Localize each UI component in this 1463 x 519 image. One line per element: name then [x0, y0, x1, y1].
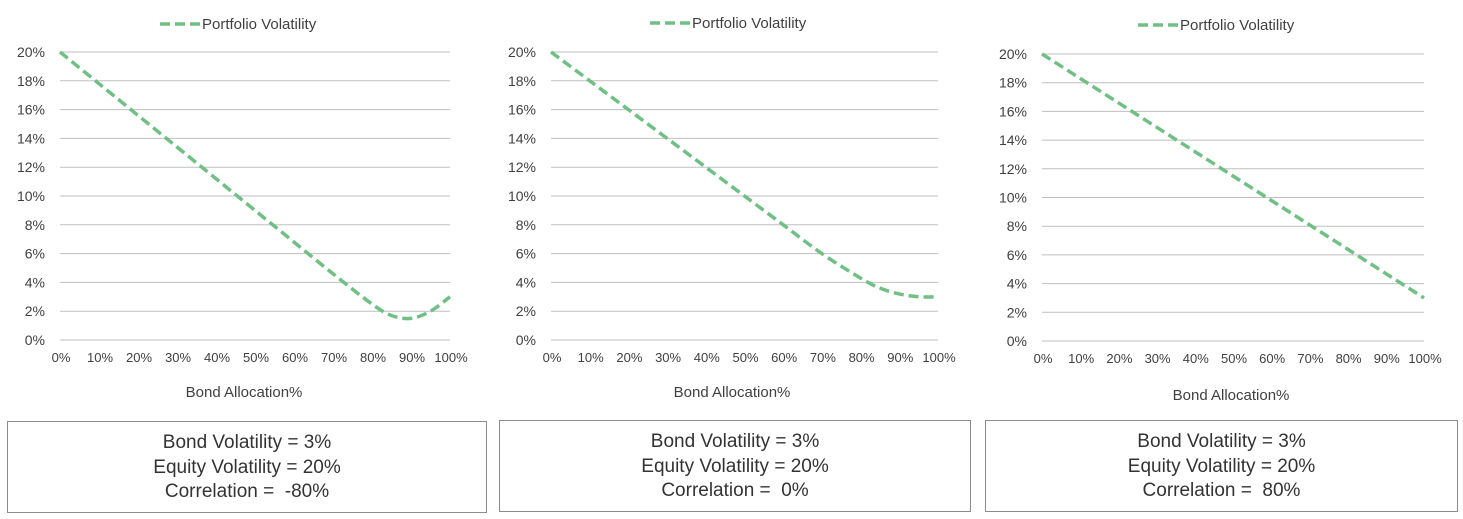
- x-tick-label: 70%: [321, 350, 347, 365]
- x-tick-label: 0%: [1034, 351, 1053, 366]
- correlation-text: Correlation = 0%: [661, 480, 809, 501]
- equity-volatility-text: Equity Volatility = 20%: [153, 456, 341, 478]
- y-tick-label: 20%: [999, 46, 1027, 62]
- y-tick-label: 0%: [516, 332, 536, 348]
- x-tick-label: 70%: [810, 350, 836, 365]
- chart-panel: 0% 2% 4% 6% 8% 10% 12% 14% 16% 18% 20% 0% 10% 20% 30% 4…: [0, 0, 488, 519]
- x-tick-label: 60%: [282, 350, 308, 365]
- correlation-text: Correlation = 80%: [1142, 480, 1301, 501]
- parameter-box: Bond Volatility = 3% Equity Volatility =…: [985, 420, 1458, 512]
- x-tick-label: 40%: [204, 350, 230, 365]
- y-tick-label: 14%: [17, 130, 45, 146]
- legend-label: Portfolio Volatility: [1180, 17, 1295, 34]
- x-tick-label: 0%: [543, 350, 562, 365]
- series-line: [1041, 52, 1425, 300]
- x-tick-label: 100%: [1408, 351, 1442, 366]
- x-tick-label: 90%: [1374, 351, 1400, 366]
- legend: Portfolio Volatility: [160, 16, 317, 33]
- x-tick-label: 90%: [399, 350, 425, 365]
- x-axis-label: Bond Allocation%: [673, 384, 791, 401]
- x-tick-label: 80%: [849, 350, 875, 365]
- y-tick-label: 14%: [508, 130, 536, 146]
- x-tick-label: 20%: [1106, 351, 1132, 366]
- x-tick-label: 60%: [771, 350, 797, 365]
- x-tick-label: 20%: [126, 350, 152, 365]
- y-tick-label: 4%: [1007, 276, 1027, 292]
- y-tick-label: 2%: [25, 303, 45, 319]
- y-tick-label: 6%: [1007, 247, 1027, 263]
- x-tick-label: 90%: [887, 350, 913, 365]
- y-tick-label: 18%: [17, 73, 45, 89]
- y-tick-label: 14%: [999, 132, 1027, 148]
- x-tick-label: 20%: [616, 350, 642, 365]
- equity-volatility-text: Equity Volatility = 20%: [641, 455, 829, 477]
- legend-label: Portfolio Volatility: [202, 16, 317, 33]
- x-tick-label: 10%: [1068, 351, 1094, 366]
- x-tick-label: 30%: [165, 350, 191, 365]
- y-tick-label: 16%: [17, 102, 45, 118]
- y-tick-label: 0%: [25, 332, 45, 348]
- y-tick-label: 18%: [508, 73, 536, 89]
- x-tick-label: 100%: [922, 350, 956, 365]
- y-tick-label: 20%: [508, 44, 536, 60]
- y-tick-label: 6%: [516, 246, 536, 262]
- y-tick-label: 18%: [999, 75, 1027, 91]
- x-tick-label: 70%: [1297, 351, 1323, 366]
- y-tick-label: 16%: [999, 103, 1027, 119]
- x-tick-label: 10%: [578, 350, 604, 365]
- x-tick-label: 100%: [434, 350, 468, 365]
- parameter-box: Bond Volatility = 3% Equity Volatility =…: [499, 420, 971, 512]
- correlation-text: Correlation = -80%: [164, 481, 330, 502]
- y-tick-label: 4%: [516, 274, 536, 290]
- series-line: [58, 50, 452, 321]
- y-tick-label: 2%: [1007, 304, 1027, 320]
- x-tick-label: 50%: [243, 350, 269, 365]
- line-chart: 0% 2% 4% 6% 8% 10% 12% 14% 16% 18% 20% 0% 10% 20% 30% 4…: [17, 16, 468, 365]
- y-tick-label: 10%: [17, 188, 45, 204]
- legend: Portfolio Volatility: [650, 15, 807, 32]
- y-tick-label: 8%: [1007, 218, 1027, 234]
- x-tick-label: 10%: [87, 350, 113, 365]
- legend-label: Portfolio Volatility: [692, 15, 807, 32]
- x-tick-label: 0%: [52, 350, 71, 365]
- x-axis-label: Bond Allocation%: [185, 384, 303, 401]
- x-tick-label: 60%: [1259, 351, 1285, 366]
- x-tick-label: 80%: [360, 350, 386, 365]
- chart-panel: 0% 2% 4% 6% 8% 10% 12% 14% 16% 18% 20% 0% 10% 20% 30% 4…: [976, 0, 1463, 519]
- y-tick-label: 8%: [25, 217, 45, 233]
- bond-volatility-text: Bond Volatility = 3%: [162, 432, 332, 453]
- y-tick-label: 4%: [25, 274, 45, 290]
- bond-volatility-text: Bond Volatility = 3%: [1137, 431, 1306, 452]
- x-tick-label: 30%: [1145, 351, 1171, 366]
- y-tick-label: 20%: [17, 44, 45, 60]
- series-line: [549, 50, 939, 299]
- line-chart: 0% 2% 4% 6% 8% 10% 12% 14% 16% 18% 20% 0% 10% 20% 30% 4…: [999, 17, 1442, 366]
- y-tick-label: 10%: [508, 188, 536, 204]
- y-tick-label: 12%: [508, 159, 536, 175]
- x-tick-label: 40%: [694, 350, 720, 365]
- chart-panel: 0% 2% 4% 6% 8% 10% 12% 14% 16% 18% 20% 0% 10% 20% 30% 4…: [488, 0, 976, 519]
- line-chart: 0% 2% 4% 6% 8% 10% 12% 14% 16% 18% 20% 0% 10% 20% 30% 4…: [508, 15, 956, 365]
- bond-volatility-text: Bond Volatility = 3%: [650, 431, 820, 452]
- y-tick-label: 12%: [17, 159, 45, 175]
- y-tick-label: 12%: [999, 161, 1027, 177]
- x-tick-label: 80%: [1336, 351, 1362, 366]
- y-tick-label: 0%: [1007, 333, 1027, 349]
- y-tick-label: 10%: [999, 190, 1027, 206]
- y-tick-label: 8%: [516, 217, 536, 233]
- legend: Portfolio Volatility: [1138, 17, 1295, 34]
- x-tick-label: 30%: [655, 350, 681, 365]
- y-tick-label: 2%: [516, 303, 536, 319]
- x-tick-label: 50%: [1221, 351, 1247, 366]
- y-tick-label: 6%: [25, 246, 45, 262]
- y-tick-label: 16%: [508, 102, 536, 118]
- equity-volatility-text: Equity Volatility = 20%: [1127, 455, 1316, 477]
- parameter-box: Bond Volatility = 3% Equity Volatility =…: [7, 421, 487, 513]
- x-tick-label: 50%: [732, 350, 758, 365]
- x-axis-label: Bond Allocation%: [1172, 387, 1290, 404]
- x-tick-label: 40%: [1183, 351, 1209, 366]
